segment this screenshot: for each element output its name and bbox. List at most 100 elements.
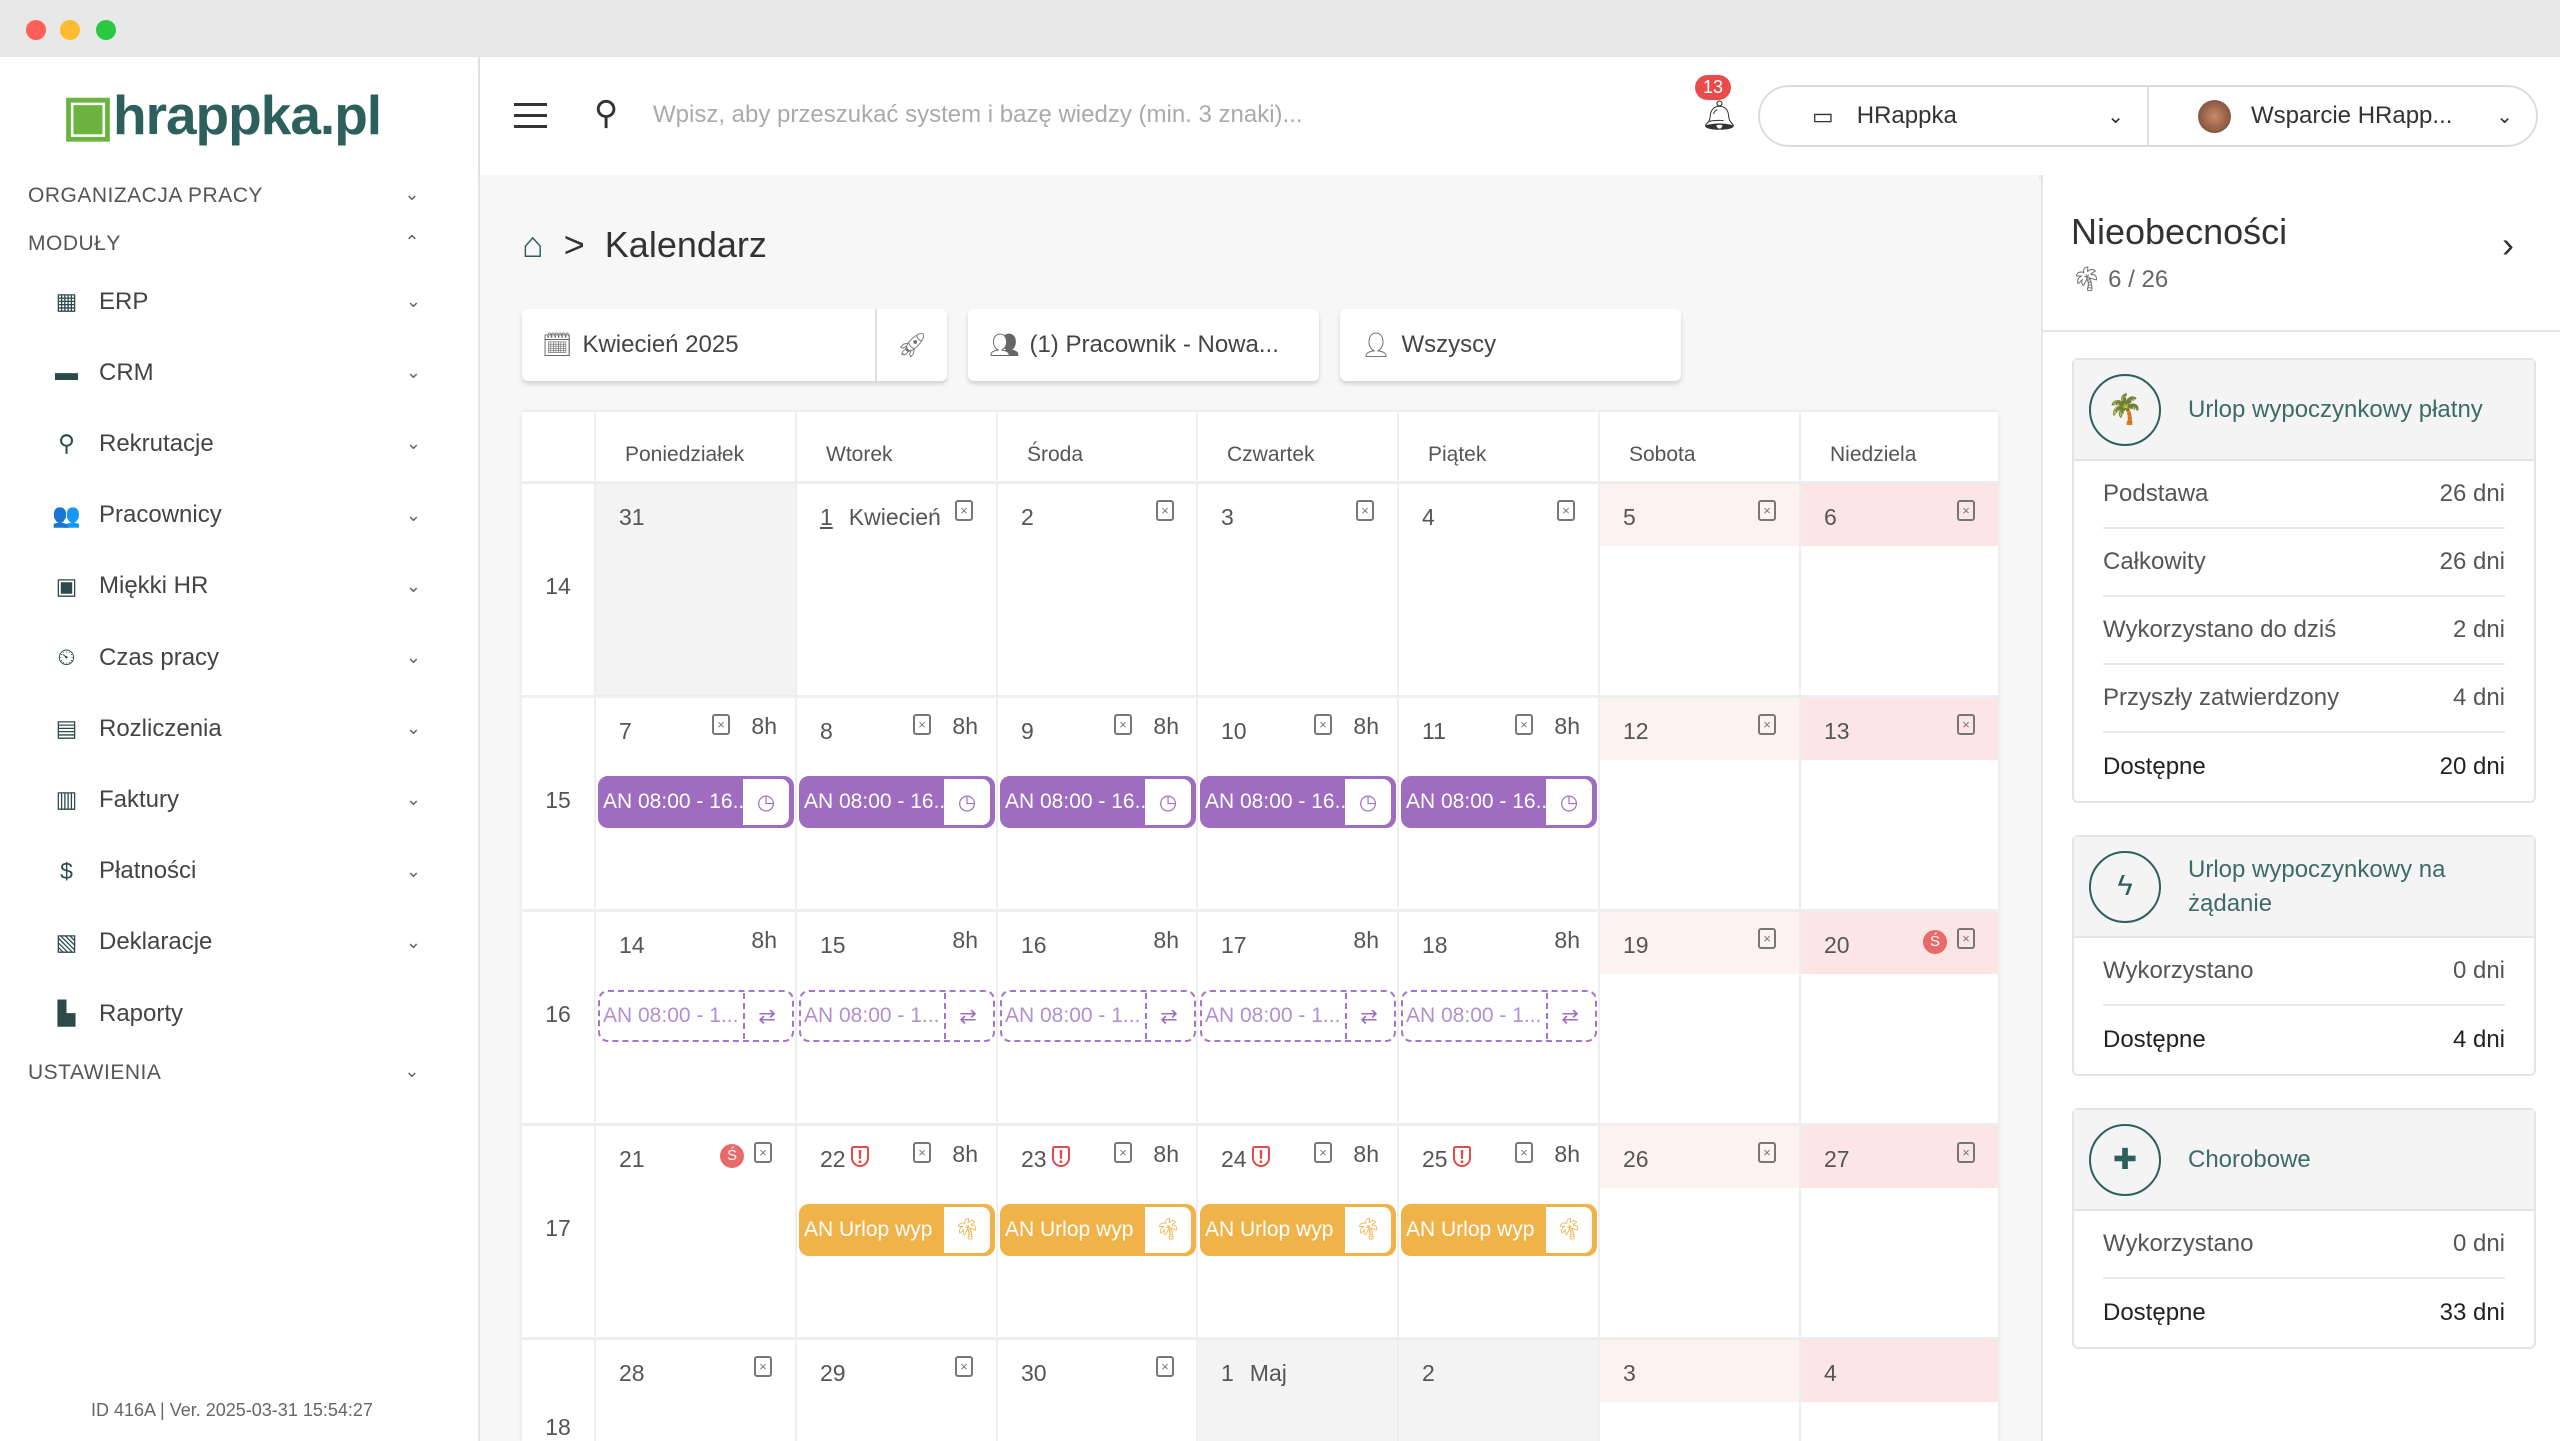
day-number[interactable]: 2 xyxy=(1021,504,1034,531)
calendar-day[interactable]: 21 × Ś xyxy=(594,1126,795,1337)
calendar-day[interactable]: 27 × xyxy=(1799,1126,1998,1337)
calendar-day[interactable]: 1 Kwiecień × xyxy=(795,484,996,695)
calendar-event[interactable]: AN 08:00 - 16... ◷ xyxy=(598,776,794,828)
day-number[interactable]: 22 xyxy=(820,1146,846,1173)
calendar-day[interactable]: 30 × xyxy=(996,1340,1197,1441)
calendar-day[interactable]: 22! × 8h AN Urlop wyp 🌴︎ xyxy=(795,1126,996,1337)
calendar-day[interactable]: 23! × 8h AN Urlop wyp 🌴︎ xyxy=(996,1126,1197,1337)
day-number[interactable]: 27 xyxy=(1824,1146,1850,1173)
calendar-day[interactable]: 26 × xyxy=(1598,1126,1799,1337)
calendar-x-icon[interactable]: × xyxy=(1758,714,1776,735)
day-number[interactable]: 30 xyxy=(1021,1360,1047,1387)
day-number[interactable]: 12 xyxy=(1623,718,1649,745)
calendar-event[interactable]: AN Urlop wyp 🌴︎ xyxy=(1000,1204,1196,1256)
calendar-day[interactable]: 8 × 8h AN 08:00 - 16... ◷ xyxy=(795,698,996,909)
calendar-x-icon[interactable]: × xyxy=(712,714,730,735)
day-number[interactable]: 24 xyxy=(1221,1146,1247,1173)
calendar-x-icon[interactable]: × xyxy=(754,1142,772,1163)
day-number[interactable]: 28 xyxy=(619,1360,645,1387)
day-number[interactable]: 16 xyxy=(1021,932,1047,959)
sidebar-item-erp[interactable]: ▦ ERP ⌄ xyxy=(52,277,421,326)
section-organizacja-pracy[interactable]: ORGANIZACJA PRACY ⌄ xyxy=(28,184,420,208)
sidebar-item-rekrutacje[interactable]: ⚲ Rekrutacje ⌄ xyxy=(52,419,421,468)
day-number[interactable]: 4 xyxy=(1422,504,1435,531)
bell-icon[interactable]: 🔔︎ xyxy=(1701,100,1738,132)
calendar-day[interactable]: 14 8h AN 08:00 - 1... ⇄ xyxy=(594,912,795,1123)
calendar-x-icon[interactable]: × xyxy=(1957,1142,1975,1163)
calendar-day[interactable]: 6 × xyxy=(1799,484,1998,695)
chevron-right-icon[interactable]: › xyxy=(2502,224,2514,265)
calendar-day[interactable]: 5 × xyxy=(1598,484,1799,695)
calendar-x-icon[interactable]: × xyxy=(1957,500,1975,521)
calendar-day[interactable]: 2 xyxy=(1397,1340,1598,1441)
day-number[interactable]: 5 xyxy=(1623,504,1636,531)
calendar-day[interactable]: 17 8h AN 08:00 - 1... ⇄ xyxy=(1196,912,1397,1123)
calendar-x-icon[interactable]: × xyxy=(1356,500,1374,521)
search-input[interactable]: Wpisz, aby przeszukać system i bazę wied… xyxy=(653,101,1303,128)
employee-filter[interactable]: 👥︎ (1) Pracownik - Nowa... xyxy=(968,309,1319,381)
day-number[interactable]: 23 xyxy=(1021,1146,1047,1173)
calendar-x-icon[interactable]: × xyxy=(1314,1142,1332,1163)
calendar-event[interactable]: AN 08:00 - 1... ⇄ xyxy=(1401,990,1597,1042)
calendar-x-icon[interactable]: × xyxy=(1557,500,1575,521)
day-number[interactable]: 17 xyxy=(1221,932,1247,959)
calendar-day[interactable]: 3 xyxy=(1598,1340,1799,1441)
calendar-x-icon[interactable]: × xyxy=(1957,714,1975,735)
day-number[interactable]: 31 xyxy=(619,504,645,531)
day-number[interactable]: 29 xyxy=(820,1360,846,1387)
sidebar-item-raporty[interactable]: ▙ Raporty xyxy=(52,989,421,1038)
calendar-x-icon[interactable]: × xyxy=(754,1356,772,1377)
scope-filter[interactable]: 👤︎ Wszyscy xyxy=(1340,309,1681,381)
calendar-event[interactable]: AN Urlop wyp 🌴︎ xyxy=(1401,1204,1597,1256)
day-number[interactable]: 18 xyxy=(1422,932,1448,959)
day-number[interactable]: 3 xyxy=(1623,1360,1636,1387)
sidebar-item-rozliczenia[interactable]: ▤ Rozliczenia ⌄ xyxy=(52,704,421,753)
month-picker[interactable]: 🗓︎ Kwiecień 2025 🚀︎ xyxy=(522,309,947,381)
calendar-x-icon[interactable]: × xyxy=(913,714,931,735)
day-number[interactable]: 26 xyxy=(1623,1146,1649,1173)
user-menu[interactable]: Wsparcie HRapp... ⌄ xyxy=(2149,87,2536,145)
calendar-day[interactable]: 9 × 8h AN 08:00 - 16... ◷ xyxy=(996,698,1197,909)
calendar-x-icon[interactable]: × xyxy=(1957,928,1975,949)
day-number[interactable]: 8 xyxy=(820,718,833,745)
calendar-day[interactable]: 18 8h AN 08:00 - 1... ⇄ xyxy=(1397,912,1598,1123)
calendar-event[interactable]: AN 08:00 - 16... ◷ xyxy=(1401,776,1597,828)
calendar-day[interactable]: 28 × xyxy=(594,1340,795,1441)
sidebar-item-płatności[interactable]: $ Płatności ⌄ xyxy=(52,847,421,896)
calendar-x-icon[interactable]: × xyxy=(1114,714,1132,735)
calendar-day[interactable]: 12 × xyxy=(1598,698,1799,909)
calendar-x-icon[interactable]: × xyxy=(1515,714,1533,735)
rocket-icon[interactable]: 🚀︎ xyxy=(875,309,947,381)
day-number[interactable]: 25 xyxy=(1422,1146,1448,1173)
maximize-window-button[interactable] xyxy=(96,20,116,40)
sidebar-item-czas-pracy[interactable]: ⏲ Czas pracy ⌄ xyxy=(52,633,421,682)
calendar-day[interactable]: 3 × xyxy=(1196,484,1397,695)
calendar-day[interactable]: 31 xyxy=(594,484,795,695)
calendar-day[interactable]: 24! × 8h AN Urlop wyp 🌴︎ xyxy=(1196,1126,1397,1337)
calendar-x-icon[interactable]: × xyxy=(1758,1142,1776,1163)
day-number[interactable]: 21 xyxy=(619,1146,645,1173)
day-number[interactable]: 13 xyxy=(1824,718,1850,745)
calendar-day[interactable]: 16 8h AN 08:00 - 1... ⇄ xyxy=(996,912,1197,1123)
calendar-day[interactable]: 4 × xyxy=(1397,484,1598,695)
calendar-x-icon[interactable]: × xyxy=(955,1356,973,1377)
calendar-day[interactable]: 2 × xyxy=(996,484,1197,695)
search-icon[interactable]: ⚲ xyxy=(594,94,619,131)
sidebar-item-miękki-hr[interactable]: ▣ Miękki HR ⌄ xyxy=(52,562,421,611)
day-number[interactable]: 10 xyxy=(1221,718,1247,745)
calendar-day[interactable]: 13 × xyxy=(1799,698,1998,909)
sidebar-item-pracownicy[interactable]: 👥 Pracownicy ⌄ xyxy=(52,491,421,540)
calendar-x-icon[interactable]: × xyxy=(1515,1142,1533,1163)
company-select[interactable]: ▭ HRappka ⌄ xyxy=(1760,87,2149,145)
calendar-event[interactable]: AN 08:00 - 1... ⇄ xyxy=(1000,990,1196,1042)
logo[interactable]: ▣hrappka.pl xyxy=(62,83,382,147)
absence-card-header[interactable]: 🌴 Urlop wypoczynkowy płatny xyxy=(2074,360,2534,461)
day-number[interactable]: 3 xyxy=(1221,504,1234,531)
calendar-x-icon[interactable]: × xyxy=(1314,714,1332,735)
day-number[interactable]: 6 xyxy=(1824,504,1837,531)
hamburger-menu-icon[interactable] xyxy=(514,103,547,128)
calendar-day[interactable]: 19 × xyxy=(1598,912,1799,1123)
calendar-day[interactable]: 10 × 8h AN 08:00 - 16... ◷ xyxy=(1196,698,1397,909)
calendar-day[interactable]: 4 xyxy=(1799,1340,1998,1441)
calendar-day[interactable]: 7 × 8h AN 08:00 - 16... ◷ xyxy=(594,698,795,909)
